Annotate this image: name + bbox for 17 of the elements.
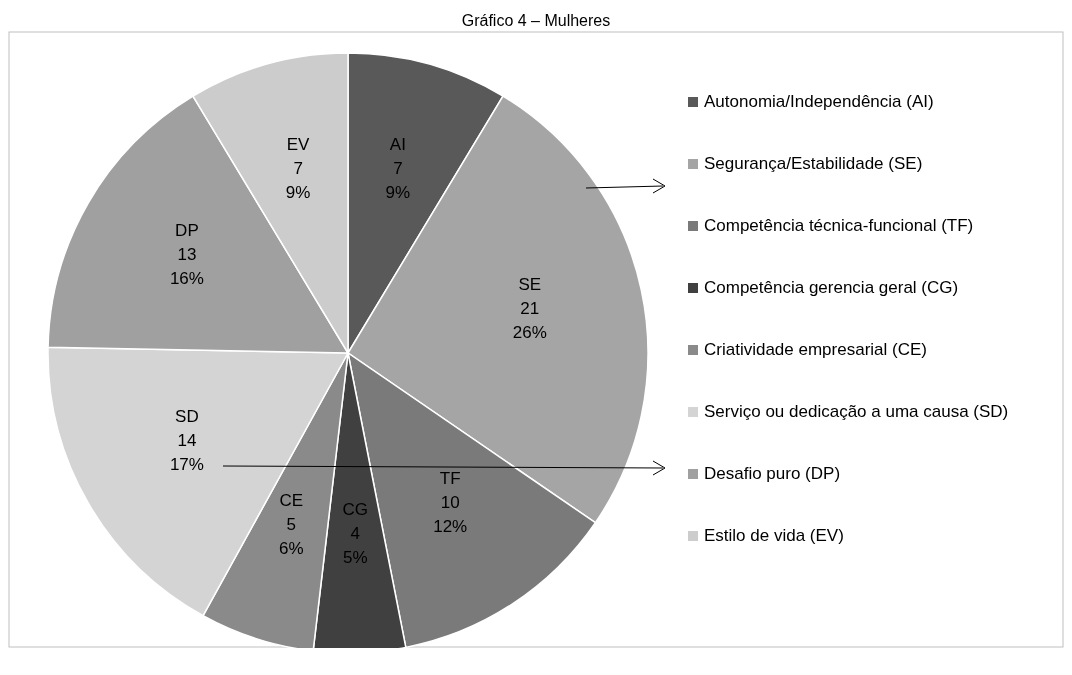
data-label: TF 10 12% (433, 469, 468, 537)
legend-label: Competência técnica-funcional (TF) (704, 216, 974, 235)
legend-label: Serviço ou dedicação a uma causa (SD) (704, 402, 1009, 421)
legend-label: Segurança/Estabilidade (SE) (704, 154, 923, 173)
data-label: CE 5 6% (278, 491, 304, 559)
data-label: EV 7 9% (285, 134, 311, 202)
data-label: DP 13 16% (169, 221, 204, 288)
legend-label: Desafio puro (DP) (704, 464, 841, 483)
legend-label: Estilo de vida (EV) (704, 526, 844, 545)
data-label: AI 7 9% (385, 134, 411, 202)
legend-label: Autonomia/Independência (AI) (704, 92, 934, 111)
data-label: SE 21 26% (512, 274, 547, 342)
chart-title: Gráfico 4 – Mulheres (461, 12, 611, 29)
legend-label: Competência gerencia geral (CG) (704, 278, 959, 297)
legend-label: Criatividade empresarial (CE) (704, 340, 927, 359)
data-label: CG 4 5% (342, 499, 368, 567)
data-label: SD 14 17% (169, 407, 204, 474)
